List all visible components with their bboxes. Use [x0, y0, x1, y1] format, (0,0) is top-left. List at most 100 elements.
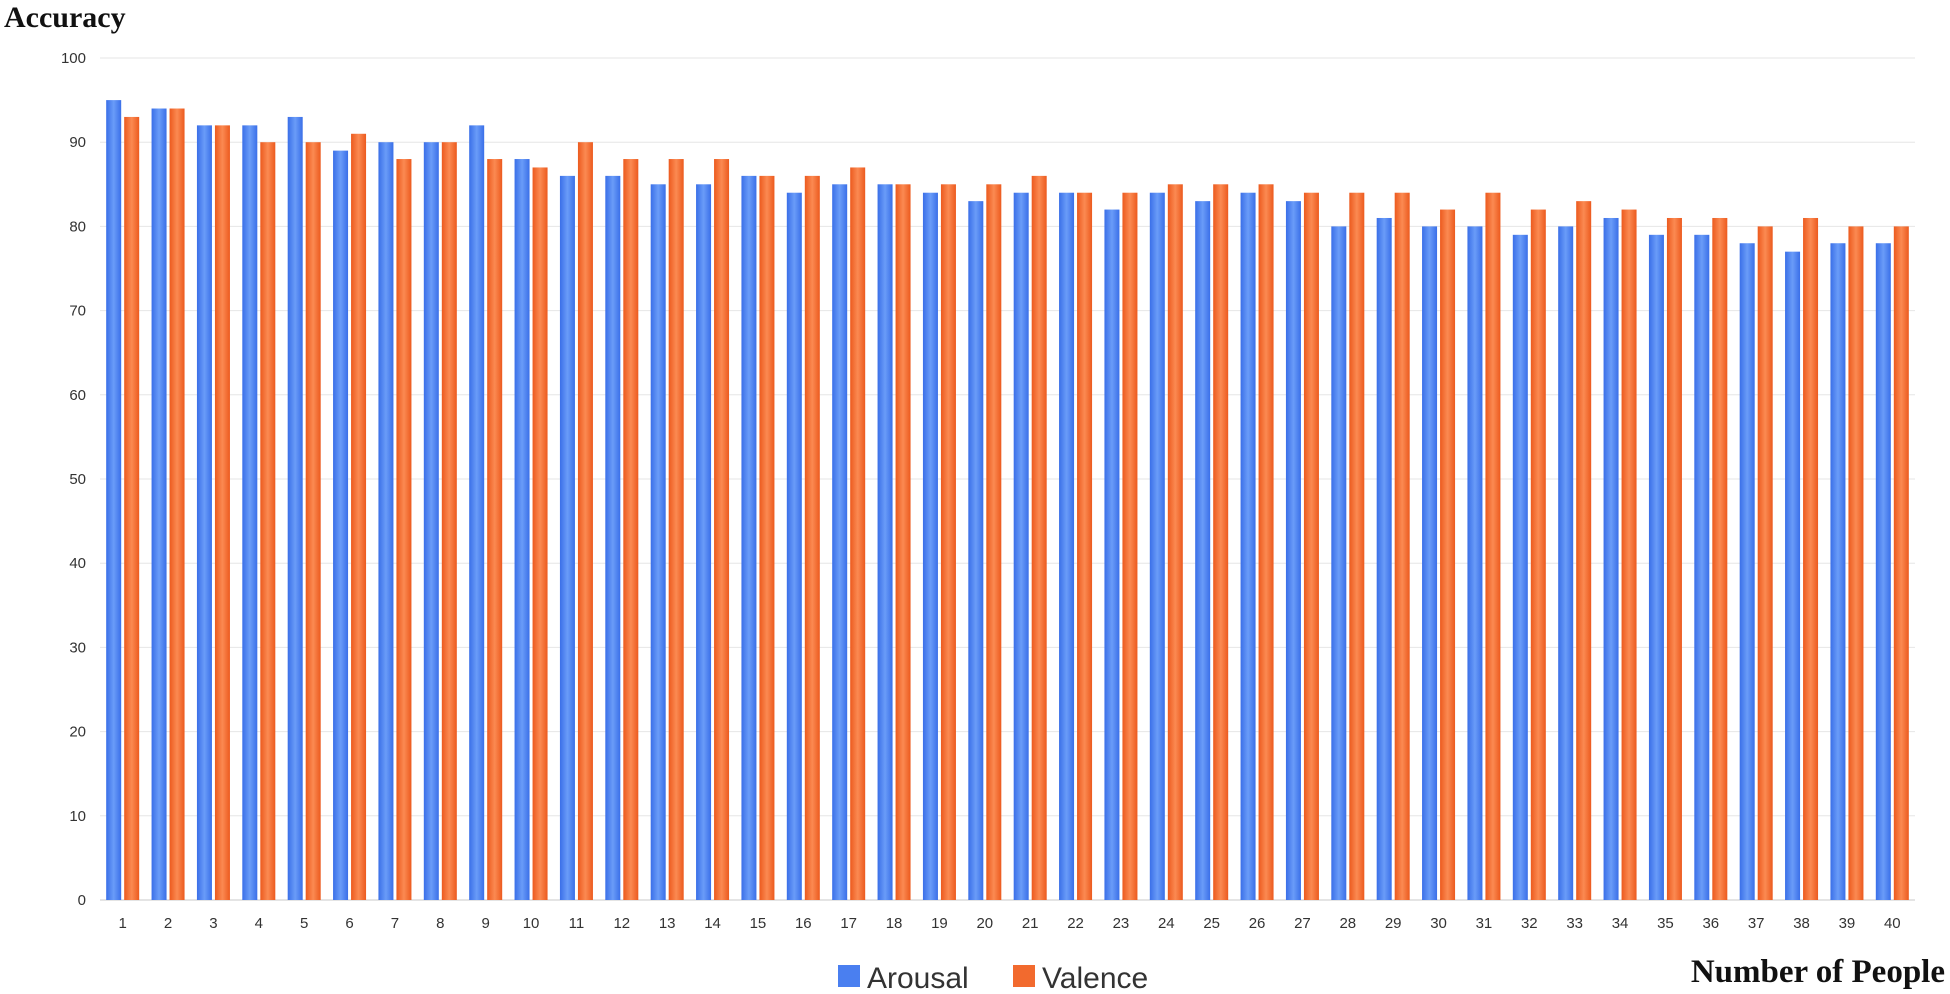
bar-arousal-4: [242, 125, 258, 901]
legend-label-valence: Valence: [1042, 962, 1148, 994]
bar-arousal-2: [151, 108, 167, 900]
bar-valence-1: [124, 116, 140, 900]
x-tick-label: 8: [436, 915, 444, 932]
bar-valence-2: [169, 108, 185, 900]
y-tick-label: 90: [69, 134, 86, 151]
gridlines: [100, 57, 1915, 901]
bar-valence-18: [895, 184, 911, 901]
x-tick-label: 11: [569, 915, 585, 932]
bar-valence-14: [714, 159, 730, 901]
x-tick-label: 2: [164, 915, 172, 932]
x-tick-label: 30: [1430, 915, 1447, 932]
bar-valence-38: [1803, 217, 1819, 901]
x-tick-label: 6: [345, 915, 353, 932]
x-tick-label: 18: [886, 915, 903, 932]
x-tick-label: 38: [1793, 915, 1810, 932]
bar-arousal-9: [469, 125, 485, 901]
x-axis-label: Number of People: [1691, 954, 1945, 990]
bar-valence-11: [577, 142, 593, 900]
bar-arousal-13: [650, 184, 666, 901]
bar-arousal-5: [287, 116, 303, 900]
legend-label-arousal: Arousal: [867, 962, 969, 994]
bar-arousal-19: [922, 192, 938, 901]
bar-valence-32: [1530, 209, 1546, 900]
x-tick-label: 20: [976, 915, 993, 932]
bar-valence-7: [396, 159, 412, 901]
y-tick-label: 20: [69, 724, 86, 741]
bar-valence-40: [1893, 226, 1909, 900]
y-tick-label: 80: [69, 218, 86, 235]
bar-valence-26: [1258, 184, 1274, 901]
bar-arousal-21: [1013, 192, 1029, 901]
bar-arousal-38: [1785, 251, 1801, 900]
bar-arousal-8: [423, 142, 439, 900]
bar-arousal-1: [106, 100, 122, 901]
bar-valence-30: [1440, 209, 1456, 900]
bar-valence-10: [532, 167, 548, 900]
x-tick-label: 25: [1203, 915, 1220, 932]
bar-valence-27: [1303, 192, 1319, 901]
bar-arousal-39: [1830, 243, 1846, 901]
bar-arousal-25: [1195, 201, 1211, 900]
x-tick-label: 14: [704, 915, 721, 932]
bar-arousal-33: [1558, 226, 1574, 900]
x-axis-ticks: 1 2 3 4 5 6 7 8 9 10 11 12 13 14 15 16 17 18 19 20 21 22 23 24 2…: [119, 915, 1901, 932]
y-tick-label: 0: [78, 892, 86, 909]
x-tick-label: 23: [1113, 915, 1130, 932]
bar-arousal-26: [1240, 192, 1256, 901]
bar-valence-29: [1394, 192, 1410, 901]
x-tick-label: 34: [1612, 915, 1629, 932]
bar-valence-5: [305, 142, 321, 900]
x-tick-label: 32: [1521, 915, 1538, 932]
bar-arousal-6: [333, 150, 349, 900]
bar-valence-20: [986, 184, 1002, 901]
bar-valence-9: [487, 159, 503, 901]
bar-arousal-27: [1285, 201, 1301, 900]
bar-valence-12: [623, 159, 639, 901]
bar-arousal-17: [832, 184, 848, 901]
bar-arousal-14: [696, 184, 712, 901]
legend-swatch-valence: [1013, 965, 1035, 987]
bar-valence-8: [441, 142, 457, 900]
x-tick-label: 36: [1702, 915, 1719, 932]
x-tick-label: 26: [1249, 915, 1266, 932]
y-tick-label: 100: [61, 50, 86, 67]
bar-valence-35: [1666, 217, 1682, 901]
bar-valence-28: [1349, 192, 1365, 901]
bar-arousal-23: [1104, 209, 1120, 900]
y-tick-label: 70: [69, 303, 86, 320]
x-tick-label: 17: [840, 915, 857, 932]
bar-valence-3: [214, 125, 230, 901]
bar-arousal-32: [1512, 234, 1528, 900]
bar-valence-17: [850, 167, 866, 900]
bars: [106, 100, 1909, 901]
x-tick-label: 7: [391, 915, 399, 932]
bar-valence-31: [1485, 192, 1501, 901]
bar-arousal-15: [741, 175, 757, 900]
x-tick-label: 10: [523, 915, 540, 932]
x-tick-label: 24: [1158, 915, 1175, 932]
legend: Arousal Valence: [838, 962, 1148, 994]
bar-valence-4: [260, 142, 276, 900]
x-tick-label: 39: [1839, 915, 1856, 932]
y-tick-label: 60: [69, 387, 86, 404]
y-axis-ticks: 0 10 20 30 40 50 60 70 80 90 100: [61, 50, 86, 909]
bar-valence-25: [1213, 184, 1229, 901]
bar-valence-37: [1757, 226, 1773, 900]
y-axis-label: Accuracy: [4, 1, 126, 34]
bar-valence-39: [1848, 226, 1864, 900]
bar-valence-34: [1621, 209, 1637, 900]
bar-arousal-36: [1694, 234, 1710, 900]
bar-arousal-40: [1875, 243, 1891, 901]
x-tick-label: 21: [1022, 915, 1039, 932]
x-tick-label: 3: [209, 915, 217, 932]
bar-arousal-28: [1331, 226, 1347, 900]
x-tick-label: 29: [1385, 915, 1402, 932]
bar-arousal-34: [1603, 217, 1619, 901]
bar-valence-23: [1122, 192, 1138, 901]
bar-arousal-3: [196, 125, 212, 901]
x-tick-label: 37: [1748, 915, 1765, 932]
bar-arousal-30: [1422, 226, 1438, 900]
x-tick-label: 1: [119, 915, 127, 932]
